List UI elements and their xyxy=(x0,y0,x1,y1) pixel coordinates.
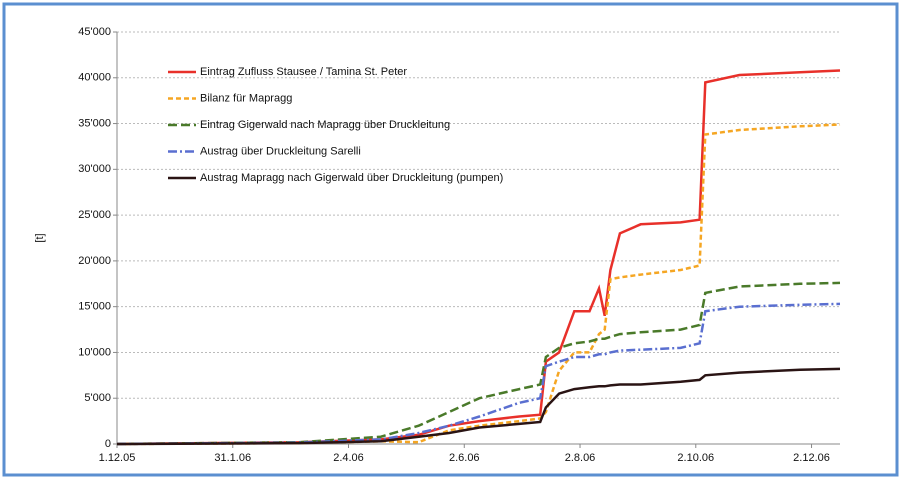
legend-label: Bilanz für Mapragg xyxy=(200,92,292,104)
y-tick-label: 0 xyxy=(105,438,111,450)
x-tick-label: 2.6.06 xyxy=(449,452,480,464)
y-axis-label: [t] xyxy=(34,233,46,242)
series-line xyxy=(116,367,841,446)
y-tick-label: 35'000 xyxy=(78,117,111,129)
legend-label: Austrag über Druckleitung Sarelli xyxy=(200,145,361,157)
series-line xyxy=(116,281,841,446)
y-tick-label: 20'000 xyxy=(78,255,111,267)
x-tick-label: 1.12.05 xyxy=(99,452,136,464)
legend-label: Eintrag Gigerwald nach Mapragg über Druc… xyxy=(200,119,450,131)
x-tick-label: 2.12.06 xyxy=(793,452,830,464)
y-tick-label: 10'000 xyxy=(78,346,111,358)
y-tick-label: 25'000 xyxy=(78,209,111,221)
x-tick-label: 31.1.06 xyxy=(214,452,251,464)
x-tick-label: 2.8.06 xyxy=(565,452,596,464)
legend-label: Eintrag Zufluss Stausee / Tamina St. Pet… xyxy=(200,66,407,78)
legend-label: Austrag Mapragg nach Gigerwald über Druc… xyxy=(200,172,503,184)
y-tick-label: 45'000 xyxy=(78,26,111,38)
y-tick-label: 30'000 xyxy=(78,163,111,175)
x-tick-label: 2.10.06 xyxy=(677,452,714,464)
y-tick-label: 40'000 xyxy=(78,72,111,84)
y-tick-label: 15'000 xyxy=(78,301,111,313)
series-line xyxy=(116,302,841,446)
y-tick-label: 5'000 xyxy=(84,392,111,404)
x-tick-label: 2.4.06 xyxy=(333,452,364,464)
